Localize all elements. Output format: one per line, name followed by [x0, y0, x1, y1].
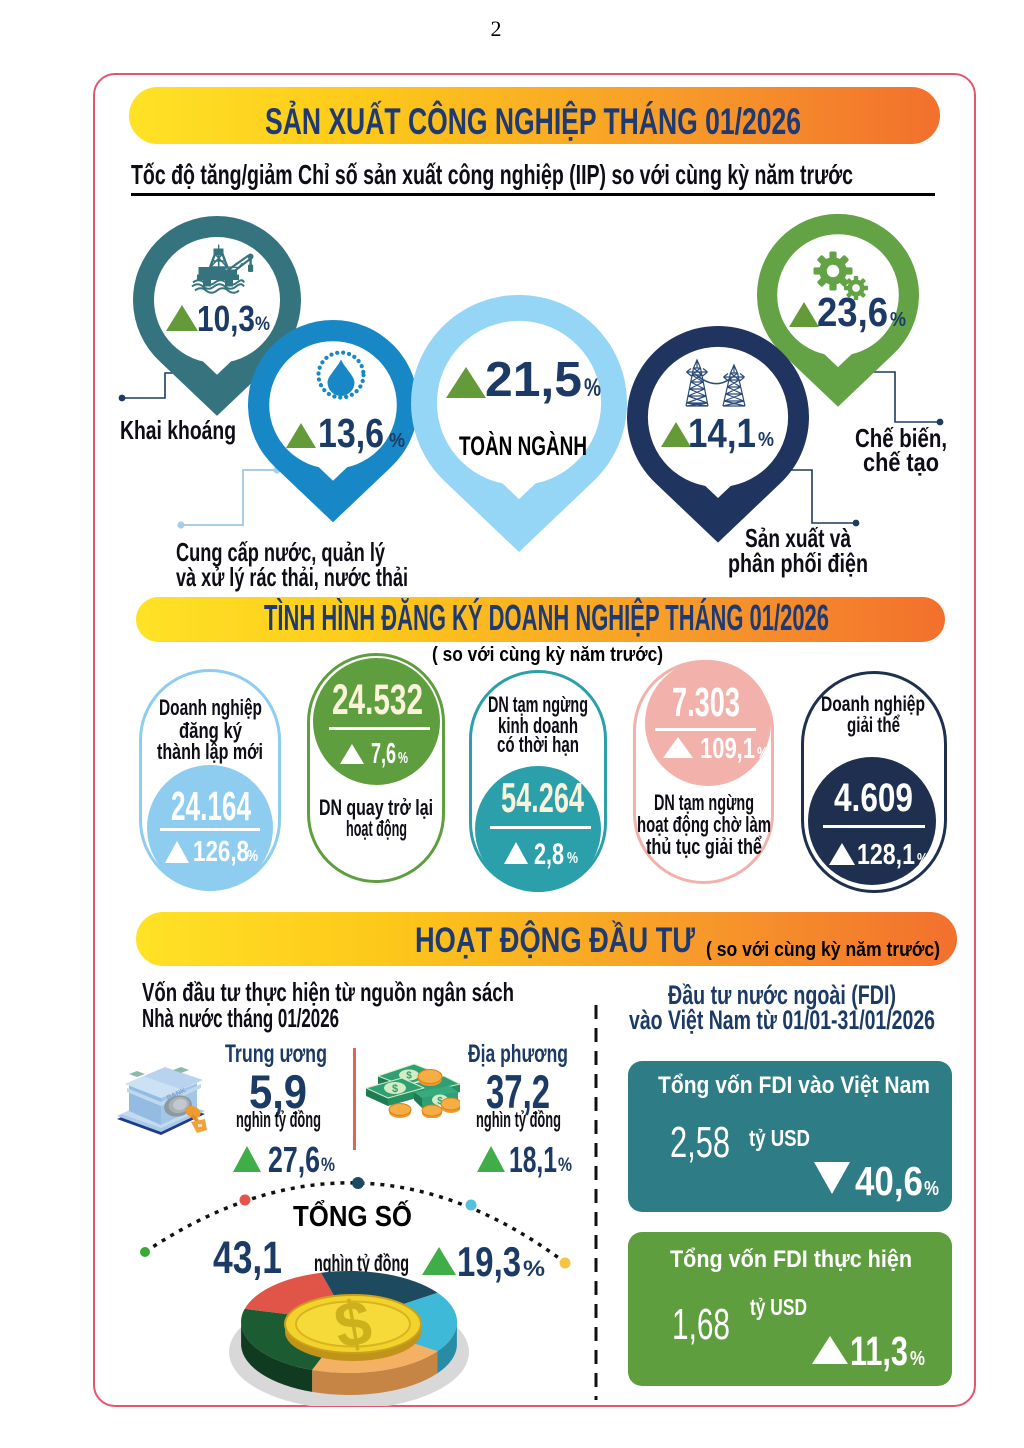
svg-text:$: $ — [406, 1071, 412, 1082]
svg-text:$: $ — [392, 1083, 398, 1095]
svg-text:$: $ — [437, 1096, 443, 1107]
